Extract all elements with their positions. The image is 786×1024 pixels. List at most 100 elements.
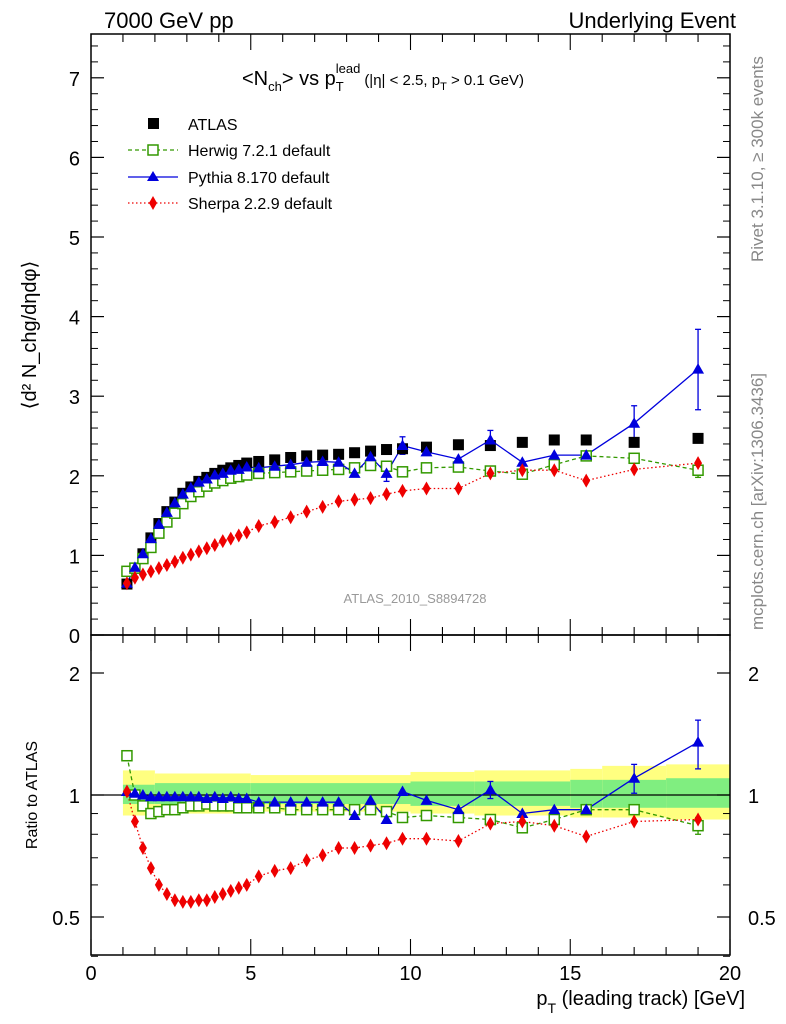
main-frame <box>90 33 731 636</box>
main-point-sherpa <box>486 466 495 481</box>
header-energy: 7000 GeV pp <box>104 8 234 33</box>
main-point-sherpa <box>422 481 431 496</box>
main-point-pythia <box>160 506 173 517</box>
ratio-point-sherpa <box>366 838 375 853</box>
main-point-herwig <box>145 541 157 554</box>
main-point-atlas <box>692 432 704 444</box>
ratio-point-sherpa <box>226 883 235 898</box>
ratio-point-pythia <box>128 787 141 798</box>
ratio-band-green <box>570 779 603 808</box>
ratio-point-herwig <box>241 802 253 814</box>
ratio-point-pythia <box>348 809 361 821</box>
main-point-sherpa <box>582 473 591 488</box>
ratio-line-pythia <box>126 741 699 821</box>
x-tick-label: 5 <box>245 963 256 985</box>
main-point-pythia <box>284 458 297 470</box>
main-point-herwig <box>396 466 409 478</box>
ratio-y-tick-label-right: 1 <box>748 786 759 808</box>
ratio-plot-marks <box>120 719 705 909</box>
ratio-point-pythia <box>380 813 393 825</box>
main-point-sherpa <box>630 462 639 477</box>
main-point-pythia <box>692 363 705 374</box>
ratio-point-sherpa <box>454 834 463 849</box>
x-tick-label: 15 <box>559 963 581 985</box>
header-analysis: Underlying Event <box>568 8 736 33</box>
main-y-tick-label: 0 <box>69 626 80 648</box>
main-point-sherpa <box>178 550 187 565</box>
ratio-panel: 0.5 0.51 12 20 5 10 15 20 Ratio to ATLAS pT (le… <box>24 634 776 1016</box>
ratio-point-pythia <box>316 796 329 807</box>
ratio-point-pythia <box>300 796 313 807</box>
legend-entry-atlas: ATLAS <box>148 117 238 134</box>
main-point-atlas <box>381 444 393 456</box>
main-point-atlas <box>516 436 528 448</box>
ratio-point-pythia <box>232 792 245 804</box>
main-point-pythia <box>252 461 265 473</box>
main-point-sherpa <box>454 481 463 496</box>
main-point-pythia <box>176 488 189 499</box>
ratio-point-pythia <box>268 796 281 807</box>
ratio-point-pythia <box>176 790 189 802</box>
ratio-point-sherpa <box>694 812 703 827</box>
main-point-pythia <box>484 433 497 445</box>
main-point-sherpa <box>242 525 251 540</box>
main-point-pythia <box>348 467 361 478</box>
main-point-herwig <box>420 462 433 474</box>
ratio-point-sherpa <box>518 814 527 829</box>
main-point-sherpa <box>366 491 375 506</box>
ratio-point-sherpa <box>630 814 639 829</box>
main-point-sherpa <box>162 557 171 572</box>
ratio-y-tick-label: 0.5 <box>52 908 80 930</box>
legend-marker-atlas <box>148 118 159 129</box>
ratio-point-sherpa <box>254 869 263 884</box>
main-line-sherpa <box>126 462 699 584</box>
legend-entry-herwig: Herwig 7.2.1 default <box>128 143 331 160</box>
main-point-pythia <box>580 449 593 460</box>
main-panel: 0 1 2 3 4 5 6 7 <Nch> vs pTlead(|η| < 2.5, pT >… <box>19 33 731 648</box>
ratio-point-sherpa <box>398 831 407 846</box>
legend-marker-sherpa <box>149 196 157 210</box>
main-y-tick-label: 6 <box>69 148 80 170</box>
ratio-point-sherpa <box>318 848 327 863</box>
main-point-sherpa <box>518 463 527 478</box>
main-point-sherpa <box>122 576 131 591</box>
ratio-point-sherpa <box>194 893 203 908</box>
main-point-sherpa <box>334 494 343 509</box>
ratio-point-pythia <box>452 803 465 815</box>
ratio-y-tick-label: 1 <box>69 786 80 808</box>
main-point-herwig <box>316 464 329 476</box>
ratio-point-pythia <box>548 803 561 815</box>
main-point-herwig <box>628 452 640 465</box>
main-point-pythia <box>268 460 281 471</box>
ratio-point-sherpa <box>162 886 171 901</box>
main-y-tick-label: 2 <box>69 467 80 489</box>
ratio-point-herwig <box>420 809 433 822</box>
plot-title: <Nch> vs pTlead(|η| < 2.5, pT > 0.1 GeV) <box>242 61 524 94</box>
ratio-point-pythia <box>580 803 593 815</box>
ratio-point-herwig <box>364 803 377 816</box>
ratio-point-sherpa <box>138 840 147 855</box>
legend: ATLAS Herwig 7.2.1 default Pythia 8.170 … <box>128 117 333 213</box>
main-point-pythia <box>128 561 141 572</box>
main-point-sherpa <box>270 514 279 529</box>
main-point-herwig <box>364 459 377 472</box>
ratio-point-sherpa <box>218 886 227 901</box>
ratio-point-sherpa <box>422 831 431 846</box>
main-point-sherpa <box>130 570 139 585</box>
main-point-sherpa <box>382 487 391 502</box>
ratio-point-pythia <box>516 807 529 819</box>
ratio-point-pythia <box>144 790 157 802</box>
main-point-sherpa <box>694 456 703 471</box>
ratio-point-sherpa <box>550 818 559 833</box>
ratio-point-sherpa <box>146 861 155 876</box>
main-point-sherpa <box>350 492 359 507</box>
main-point-sherpa <box>210 538 219 553</box>
ratio-point-sherpa <box>130 814 139 829</box>
ratio-point-pythia <box>420 794 433 805</box>
ratio-point-sherpa <box>382 836 391 851</box>
main-point-atlas <box>548 434 560 446</box>
main-point-sherpa <box>218 534 227 549</box>
legend-label-pythia: Pythia 8.170 default <box>188 170 330 187</box>
main-point-sherpa <box>302 504 311 519</box>
ratio-point-herwig <box>121 749 133 762</box>
